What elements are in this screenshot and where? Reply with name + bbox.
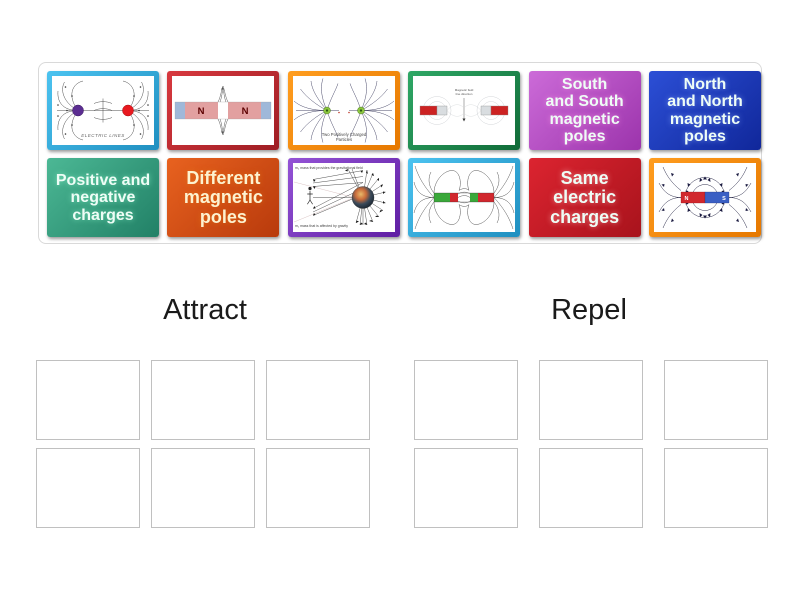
svg-text:line direction: line direction bbox=[456, 92, 473, 96]
svg-text:Two Positively Charged: Two Positively Charged bbox=[322, 132, 367, 137]
svg-text:ELECTRIC LINES: ELECTRIC LINES bbox=[81, 133, 125, 138]
svg-text:N: N bbox=[242, 106, 249, 117]
svg-text:N: N bbox=[685, 196, 689, 202]
svg-text:S: S bbox=[722, 196, 726, 202]
svg-text:N: N bbox=[198, 106, 205, 117]
svg-text:m₂ mass that provides the grav: m₂ mass that provides the gravitational … bbox=[295, 166, 363, 170]
svg-text:m₁ mass that is affected by gr: m₁ mass that is affected by gravity bbox=[295, 224, 348, 228]
svg-text:Magnetic field: Magnetic field bbox=[455, 88, 474, 92]
svg-text:Particles: Particles bbox=[336, 137, 352, 142]
